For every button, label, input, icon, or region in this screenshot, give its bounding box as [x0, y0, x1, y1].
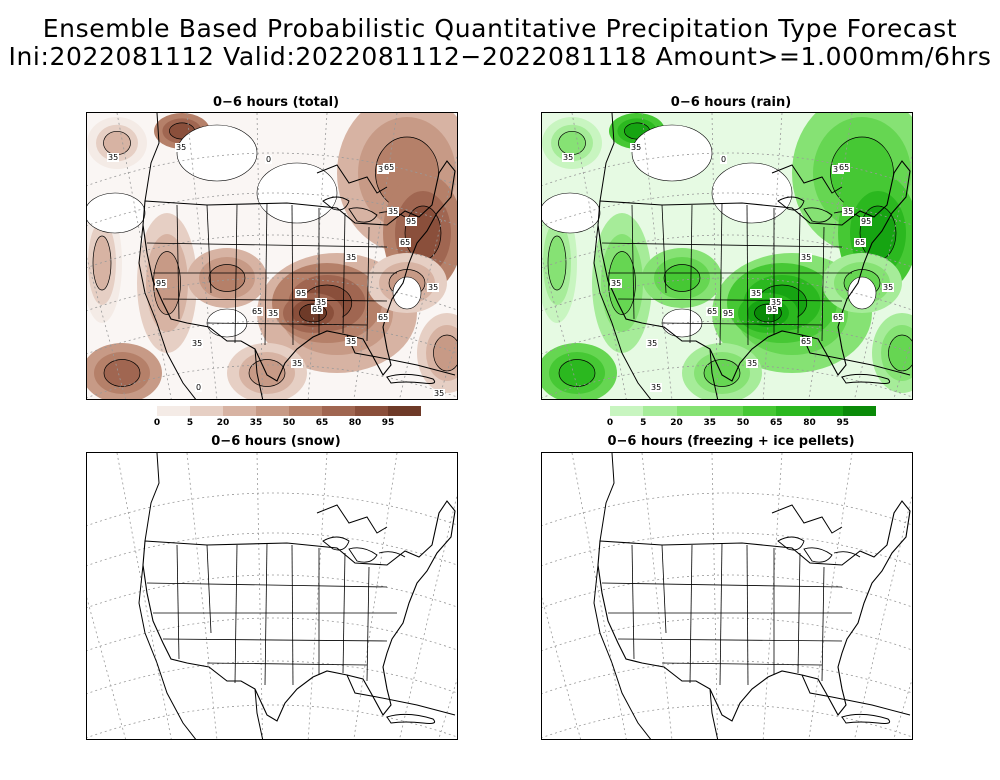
- colorbar-swatch: [676, 406, 710, 416]
- contour-label: 65: [854, 238, 867, 247]
- colorbar-swatch: [355, 406, 388, 416]
- contour-label: 35: [646, 339, 659, 348]
- colorbar-tick-label: 20: [216, 418, 230, 428]
- chart-title: Ensemble Based Probabilistic Quantitativ…: [42, 14, 958, 43]
- contour-label: 0: [265, 155, 273, 164]
- contour-label: 65: [838, 163, 851, 172]
- contour-label: 65: [377, 313, 390, 322]
- map-panel-rain: 3535035653595653535956535956535356535353…: [541, 112, 913, 400]
- colorbar-tick-label: 95: [381, 418, 395, 428]
- contour-label: 35: [746, 359, 759, 368]
- contour-label: 35: [630, 143, 643, 152]
- colorbar-swatch: [388, 406, 421, 416]
- colorbar-tick-label: 50: [736, 418, 750, 428]
- colorbar-tick-label: 80: [348, 418, 362, 428]
- colorbar-swatch: [256, 406, 289, 416]
- colorbar-swatch: [157, 406, 190, 416]
- contour-label: 65: [832, 313, 845, 322]
- panel-title-snow: 0−6 hours (snow): [211, 434, 341, 449]
- contour-label: 95: [405, 217, 418, 226]
- colorbar-total: [157, 406, 421, 416]
- map-panel-snow: [86, 452, 458, 740]
- contour-label: 95: [155, 279, 168, 288]
- contour-label: 65: [311, 305, 324, 314]
- colorbar-swatch: [809, 406, 843, 416]
- colorbar-tick-label: 5: [186, 418, 194, 428]
- colorbar-tick-label: 35: [249, 418, 263, 428]
- contour-label: 35: [650, 383, 663, 392]
- colorbar-swatch: [709, 406, 743, 416]
- contour-label: 35: [291, 359, 304, 368]
- contour-label: 35: [800, 253, 813, 262]
- colorbar-swatch: [842, 406, 876, 416]
- map-svg: [87, 113, 457, 399]
- panel-title-freezing: 0−6 hours (freezing + ice pellets): [607, 434, 855, 449]
- contour-label: 35: [882, 283, 895, 292]
- contour-label: 35: [770, 298, 783, 307]
- contour-label: 65: [399, 238, 412, 247]
- colorbar-swatch: [610, 406, 644, 416]
- colorbar-swatch: [776, 406, 810, 416]
- contour-label: 35: [175, 143, 188, 152]
- map-panel-total: 3535035653595653535356595653535956535350…: [86, 112, 458, 400]
- contour-label: 95: [860, 217, 873, 226]
- contour-label: 35: [750, 289, 763, 298]
- colorbar-tick-label: 20: [670, 418, 683, 428]
- contour-label: 95: [722, 309, 735, 318]
- contour-label: 65: [706, 307, 719, 316]
- colorbar-tick-label: 0: [153, 418, 161, 428]
- colorbar-swatch: [643, 406, 677, 416]
- colorbar-swatch: [743, 406, 777, 416]
- colorbar-rain-labels: 0 5 20 35 50 65 80 95: [606, 418, 876, 430]
- colorbar-swatch: [223, 406, 256, 416]
- chart-subtitle: Ini:2022081112 Valid:2022081112−20220811…: [8, 42, 992, 71]
- contour-label: 95: [295, 289, 308, 298]
- contour-label: 35: [267, 309, 280, 318]
- colorbar-tick-label: 0: [606, 418, 614, 428]
- colorbar-tick-label: 65: [315, 418, 329, 428]
- contour-label: 35: [842, 207, 855, 216]
- contour-label: 35: [315, 298, 328, 307]
- colorbar-total-labels: 0 5 20 35 50 65 80 95: [153, 418, 421, 430]
- panel-title-rain: 0−6 hours (rain): [670, 95, 792, 110]
- contour-label: 35: [610, 279, 623, 288]
- colorbar-tick-label: 80: [803, 418, 816, 428]
- colorbar-tick-label: 35: [703, 418, 717, 428]
- colorbar-swatch: [289, 406, 322, 416]
- contour-label: 65: [251, 307, 264, 316]
- contour-label: 95: [766, 305, 779, 314]
- map-svg: [542, 453, 912, 739]
- colorbar-tick-label: 95: [836, 418, 850, 428]
- contour-label: 65: [383, 163, 396, 172]
- contour-label: 35: [387, 207, 400, 216]
- map-svg: [87, 453, 457, 739]
- contour-label: 35: [562, 153, 575, 162]
- map-panel-freezing: [541, 452, 913, 740]
- contour-label: 35: [433, 389, 446, 398]
- contour-label: 35: [427, 283, 440, 292]
- contour-label: 0: [195, 383, 203, 392]
- contour-label: 35: [345, 337, 358, 346]
- contour-label: 35: [107, 153, 120, 162]
- colorbar-swatch: [322, 406, 355, 416]
- contour-label: 35: [191, 339, 204, 348]
- colorbar-rain: [610, 406, 876, 416]
- colorbar-tick-label: 65: [769, 418, 783, 428]
- contour-label: 35: [345, 253, 358, 262]
- map-svg: [542, 113, 912, 399]
- panel-title-total: 0−6 hours (total): [212, 95, 340, 110]
- colorbar-tick-label: 5: [640, 418, 647, 428]
- contour-label: 0: [720, 155, 728, 164]
- colorbar-swatch: [190, 406, 223, 416]
- contour-label: 65: [800, 337, 813, 346]
- colorbar-tick-label: 50: [282, 418, 296, 428]
